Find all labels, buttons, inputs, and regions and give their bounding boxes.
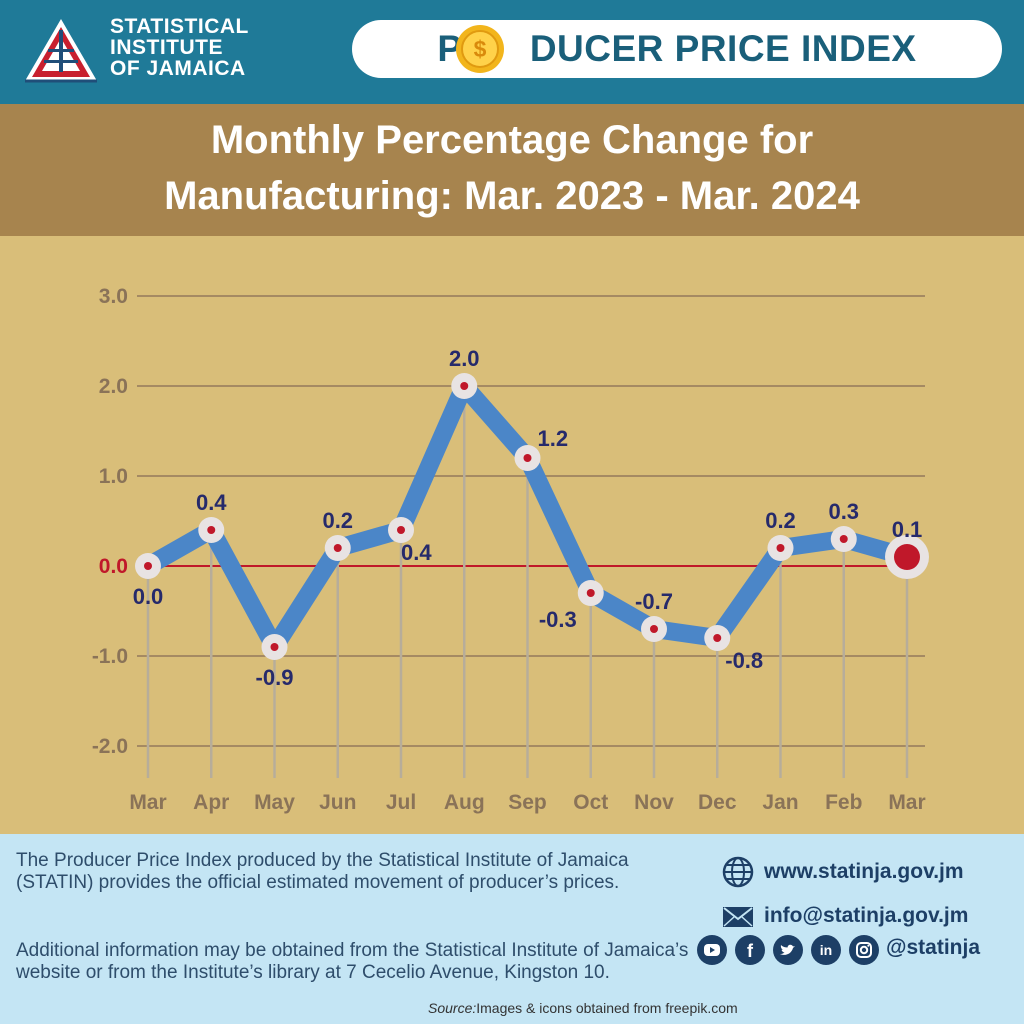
youtube-icon[interactable]	[696, 934, 728, 966]
x-category-label: Jul	[386, 791, 416, 814]
header-bar: STATISTICAL INSTITUTE OF JAMAICA PRDUCER…	[0, 0, 1024, 104]
data-point-dot	[144, 562, 152, 570]
x-category-label: Jun	[319, 791, 356, 814]
chart-title-band: Monthly Percentage Change for Manufactur…	[0, 104, 1024, 236]
data-label: 1.2	[538, 426, 569, 451]
data-label: -0.8	[725, 648, 763, 673]
linkedin-icon[interactable]: in	[810, 934, 842, 966]
data-point-dot	[713, 634, 722, 642]
data-label: 0.1	[892, 517, 923, 542]
ppi-title: PRDUCER PRICE INDEX	[352, 20, 1002, 78]
data-point-dot	[894, 544, 920, 570]
data-point-dot	[270, 643, 279, 651]
data-label: 0.3	[828, 499, 859, 524]
data-label: 0.4	[196, 490, 227, 515]
y-tick-label: 1.0	[99, 465, 128, 488]
twitter-icon[interactable]	[772, 934, 804, 966]
data-point-dot	[839, 535, 848, 543]
y-tick-label: 3.0	[99, 285, 128, 308]
data-point-dot	[333, 544, 342, 552]
ppi-description: The Producer Price Index produced by the…	[16, 850, 629, 893]
source-label: Source:	[428, 1000, 477, 1016]
data-label: -0.9	[256, 665, 294, 690]
data-point-dot	[586, 589, 595, 597]
coin-icon: $	[456, 25, 504, 73]
x-category-label: Aug	[444, 791, 485, 814]
ppi-title-pill: PRDUCER PRICE INDEX $	[352, 20, 1002, 78]
statin-logo-icon	[25, 19, 97, 83]
envelope-icon	[723, 907, 753, 927]
website-link[interactable]: www.statinja.gov.jm	[764, 860, 964, 883]
x-category-label: Jan	[762, 791, 798, 814]
social-media-row: f in @statinja	[696, 934, 1016, 970]
org-name-line-2: INSTITUTE	[110, 36, 223, 59]
y-tick-label: -2.0	[92, 735, 128, 758]
data-point-dot	[776, 544, 785, 552]
image-source-note: Source:Images & icons obtained from free…	[428, 1000, 738, 1016]
x-category-label: Mar	[129, 791, 166, 814]
line-chart: 3.0 2.0 1.0 0.0 -1.0 -2.0 0.0 0.4 -0.9 0.2 0.4 2.0 1…	[92, 285, 929, 814]
data-point-dot	[207, 526, 216, 534]
org-name-line-3: OF JAMAICA	[110, 57, 246, 80]
data-point-dot	[650, 625, 658, 633]
data-label: 0.2	[322, 508, 353, 533]
data-label: -0.3	[539, 607, 577, 632]
data-label: 0.0	[133, 584, 164, 609]
data-label: 0.4	[401, 540, 432, 565]
data-point-dot	[523, 454, 532, 462]
x-category-label: Apr	[193, 791, 229, 814]
data-point-dot	[460, 382, 469, 390]
organization-name: STATISTICAL INSTITUTE OF JAMAICA	[110, 16, 249, 79]
chart-title-line-1: Monthly Percentage Change for	[210, 118, 814, 162]
instagram-icon[interactable]	[848, 934, 880, 966]
footer: The Producer Price Index produced by the…	[0, 834, 1024, 1024]
chart-title-line-2: Manufacturing: Mar. 2023 - Mar. 2024	[164, 174, 860, 218]
data-label: 2.0	[449, 346, 480, 371]
svg-text:in: in	[820, 942, 832, 958]
social-handle[interactable]: @statinja	[886, 936, 980, 959]
x-category-label: Dec	[698, 791, 737, 814]
y-tick-label: -1.0	[92, 645, 128, 668]
globe-icon	[722, 856, 754, 888]
data-point-dot	[397, 526, 405, 534]
source-text: Images & icons obtained from freepik.com	[476, 1000, 738, 1016]
coin-symbol: $	[474, 36, 487, 62]
x-category-label: Feb	[825, 791, 862, 814]
additional-info: Additional information may be obtained f…	[16, 940, 689, 983]
svg-text:f: f	[747, 941, 754, 961]
x-category-label: Sep	[508, 791, 547, 814]
facebook-icon[interactable]: f	[734, 934, 766, 966]
data-label: 0.2	[765, 508, 796, 533]
x-category-label: Mar	[888, 791, 925, 814]
y-tick-label: 2.0	[99, 375, 128, 398]
x-category-label: Oct	[573, 791, 608, 814]
x-category-label: May	[254, 791, 295, 814]
x-category-label: Nov	[634, 791, 674, 814]
data-label: -0.7	[635, 589, 673, 614]
chart-area: 3.0 2.0 1.0 0.0 -1.0 -2.0 0.0 0.4 -0.9 0.2 0.4 2.0 1…	[0, 236, 1024, 834]
org-name-line-1: STATISTICAL	[110, 15, 249, 38]
y-tick-label: 0.0	[99, 555, 128, 578]
ppi-title-end: DUCER PRICE INDEX	[529, 28, 917, 69]
email-link[interactable]: info@statinja.gov.jm	[764, 904, 969, 927]
